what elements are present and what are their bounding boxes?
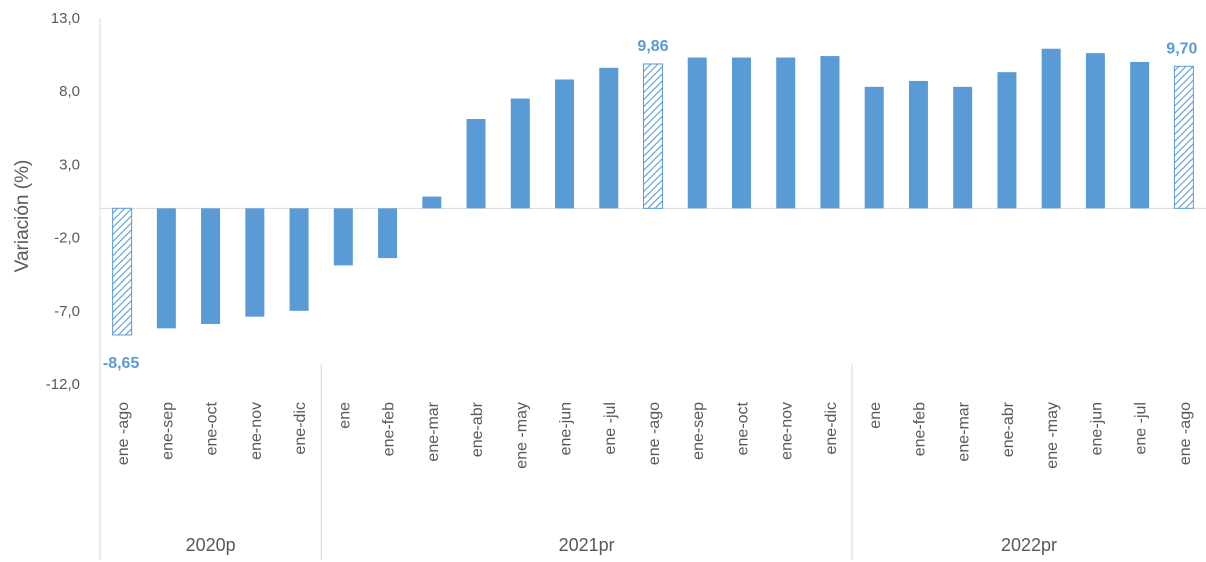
group-label: 2022pr bbox=[1001, 535, 1057, 555]
category-label: ene-nov bbox=[779, 402, 796, 460]
bar bbox=[333, 208, 353, 266]
y-tick-label: -12,0 bbox=[46, 376, 80, 393]
bar bbox=[731, 57, 751, 209]
highlighted-bar bbox=[1173, 65, 1194, 209]
data-label: -8,65 bbox=[103, 355, 140, 372]
bar bbox=[422, 196, 442, 209]
bars-layer bbox=[112, 48, 1194, 336]
category-label: ene bbox=[336, 402, 353, 429]
category-label: ene-sep bbox=[690, 402, 707, 460]
bar bbox=[201, 208, 221, 324]
bar bbox=[1041, 48, 1061, 209]
highlighted-bar bbox=[112, 207, 133, 336]
category-label: ene-abr bbox=[1000, 401, 1017, 457]
bar bbox=[1085, 53, 1105, 209]
bar bbox=[378, 208, 398, 259]
bar bbox=[908, 80, 928, 209]
bar bbox=[599, 67, 619, 209]
y-tick-label: 13,0 bbox=[51, 10, 80, 27]
group-label: 2021pr bbox=[559, 535, 615, 555]
category-label: ene-feb bbox=[381, 402, 398, 456]
category-label: ene-abr bbox=[469, 401, 486, 457]
highlighted-bar bbox=[643, 63, 663, 209]
category-label: ene -jul bbox=[602, 402, 619, 454]
category-label: ene-feb bbox=[911, 402, 928, 456]
bar bbox=[156, 208, 176, 329]
y-tick-label: -2,0 bbox=[54, 230, 80, 247]
y-axis-title: Variación (%) bbox=[12, 160, 33, 273]
labels-layer: ene -ago ene-sep ene-oct ene-nov ene-dic ene e… bbox=[103, 38, 1198, 469]
bar bbox=[997, 72, 1017, 209]
category-label: ene-mar bbox=[425, 401, 442, 461]
bar bbox=[289, 208, 309, 311]
bar bbox=[687, 57, 707, 209]
bar bbox=[466, 119, 486, 209]
bar bbox=[953, 86, 973, 209]
bar bbox=[245, 208, 265, 317]
y-tick-label: 3,0 bbox=[59, 156, 80, 173]
bar bbox=[864, 86, 884, 209]
category-label: ene -may bbox=[1044, 402, 1061, 469]
group-label: 2020p bbox=[186, 535, 236, 555]
data-label: 9,70 bbox=[1166, 40, 1197, 57]
category-label: ene-jun bbox=[1088, 402, 1105, 455]
category-label: ene -ago bbox=[646, 402, 663, 465]
bar bbox=[555, 79, 575, 209]
category-label: ene-dic bbox=[292, 402, 309, 454]
category-label: ene-dic bbox=[823, 402, 840, 454]
y-tick-label: -7,0 bbox=[54, 303, 80, 320]
category-label: ene-mar bbox=[956, 401, 973, 461]
category-label: ene bbox=[867, 402, 884, 429]
bar bbox=[776, 57, 796, 209]
category-label: ene-sep bbox=[159, 402, 176, 460]
data-label: 9,86 bbox=[637, 38, 668, 55]
category-label: ene-oct bbox=[204, 401, 221, 455]
category-label: ene-jun bbox=[558, 402, 575, 455]
bar bbox=[510, 98, 530, 209]
y-tick-label: 8,0 bbox=[59, 83, 80, 100]
bar bbox=[820, 56, 840, 209]
category-label: ene-oct bbox=[734, 401, 751, 455]
category-label: ene -may bbox=[513, 402, 530, 469]
category-label: ene -ago bbox=[115, 402, 132, 465]
bar bbox=[1130, 61, 1150, 209]
category-label: ene -jul bbox=[1133, 402, 1150, 454]
category-label: ene-nov bbox=[248, 402, 265, 460]
axes-layer: 13,0 8,0 3,0 -2,0 -7,0 -12,0 Variación (%) 2020… bbox=[12, 10, 1206, 560]
category-label: ene -ago bbox=[1177, 402, 1194, 465]
